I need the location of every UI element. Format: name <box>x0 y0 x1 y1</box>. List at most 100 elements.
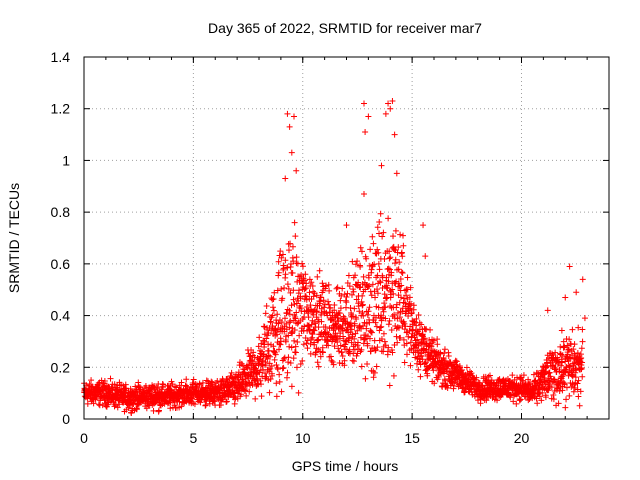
data-point <box>550 391 557 398</box>
y-axis-label: SRMTID / TECUs <box>6 183 22 293</box>
data-point <box>294 339 301 346</box>
data-point <box>165 399 172 406</box>
data-point <box>202 402 209 409</box>
data-point <box>375 260 382 267</box>
data-point <box>176 398 183 405</box>
data-point <box>255 361 262 368</box>
data-point <box>402 287 409 294</box>
data-point <box>372 347 379 354</box>
data-point <box>299 260 306 267</box>
data-point <box>326 287 333 294</box>
data-point <box>365 283 372 290</box>
data-point <box>376 230 383 237</box>
data-point <box>243 392 250 399</box>
data-point <box>366 319 373 326</box>
data-point <box>313 292 320 299</box>
data-point <box>351 346 358 353</box>
data-point <box>274 311 281 318</box>
data-point <box>405 313 412 320</box>
data-point <box>220 387 227 394</box>
data-point <box>274 364 281 371</box>
data-point <box>310 311 317 318</box>
data-point <box>507 394 514 401</box>
data-point <box>372 294 379 301</box>
data-point <box>167 405 174 412</box>
data-point <box>295 287 302 294</box>
data-point <box>434 341 441 348</box>
data-point <box>284 110 291 117</box>
data-point <box>303 280 310 287</box>
data-point <box>398 269 405 276</box>
data-point <box>358 346 365 353</box>
data-point <box>171 383 178 390</box>
data-point <box>338 349 345 356</box>
data-point <box>422 253 429 260</box>
data-point <box>382 304 389 311</box>
data-point <box>114 404 121 411</box>
data-point <box>182 382 189 389</box>
data-point <box>209 379 216 386</box>
data-point <box>282 257 289 264</box>
data-point <box>337 335 344 342</box>
data-point <box>508 391 515 398</box>
data-point <box>410 302 417 309</box>
data-point <box>361 191 367 198</box>
data-point <box>415 311 422 318</box>
data-point <box>214 378 221 385</box>
data-point <box>312 349 319 356</box>
data-point <box>250 349 257 356</box>
data-point <box>374 286 381 293</box>
data-point <box>88 377 95 384</box>
data-point <box>303 340 310 347</box>
data-point <box>374 290 381 297</box>
data-point <box>363 320 370 327</box>
data-point <box>513 400 520 407</box>
data-point <box>368 292 375 299</box>
data-point <box>538 397 545 404</box>
data-point <box>305 322 312 329</box>
data-point <box>407 300 414 307</box>
data-point <box>219 396 226 403</box>
data-point <box>453 358 460 365</box>
data-point <box>369 281 376 288</box>
data-point <box>483 397 490 404</box>
data-point <box>348 291 355 298</box>
data-point <box>350 288 357 295</box>
data-point <box>338 292 345 299</box>
data-point <box>407 305 414 312</box>
data-point <box>434 336 441 343</box>
data-point <box>274 331 281 338</box>
data-point <box>377 210 384 217</box>
data-point <box>352 261 359 268</box>
data-point <box>309 331 316 338</box>
data-point <box>276 371 283 378</box>
data-point <box>286 311 293 318</box>
data-point <box>301 286 308 293</box>
data-point <box>380 330 387 337</box>
x-tick-label: 10 <box>295 430 311 446</box>
y-tick-label: 1 <box>62 152 70 168</box>
data-point <box>303 296 310 303</box>
data-point <box>357 334 364 341</box>
data-point <box>297 361 304 368</box>
data-point <box>324 337 331 344</box>
data-point <box>242 387 249 394</box>
data-point <box>334 332 341 339</box>
y-tick-label: 0 <box>62 411 70 427</box>
data-point <box>283 320 290 327</box>
data-point <box>282 271 289 278</box>
data-point <box>397 334 404 341</box>
data-point <box>362 128 369 135</box>
data-point <box>223 398 230 405</box>
y-tick-label: 0.2 <box>51 359 71 375</box>
data-point <box>415 366 422 373</box>
data-point <box>327 353 334 360</box>
data-point <box>276 378 283 385</box>
data-point <box>452 357 459 364</box>
data-point <box>576 402 583 409</box>
data-point <box>399 253 406 260</box>
data-point <box>388 346 395 353</box>
data-point <box>354 258 361 265</box>
data-point <box>132 383 139 390</box>
